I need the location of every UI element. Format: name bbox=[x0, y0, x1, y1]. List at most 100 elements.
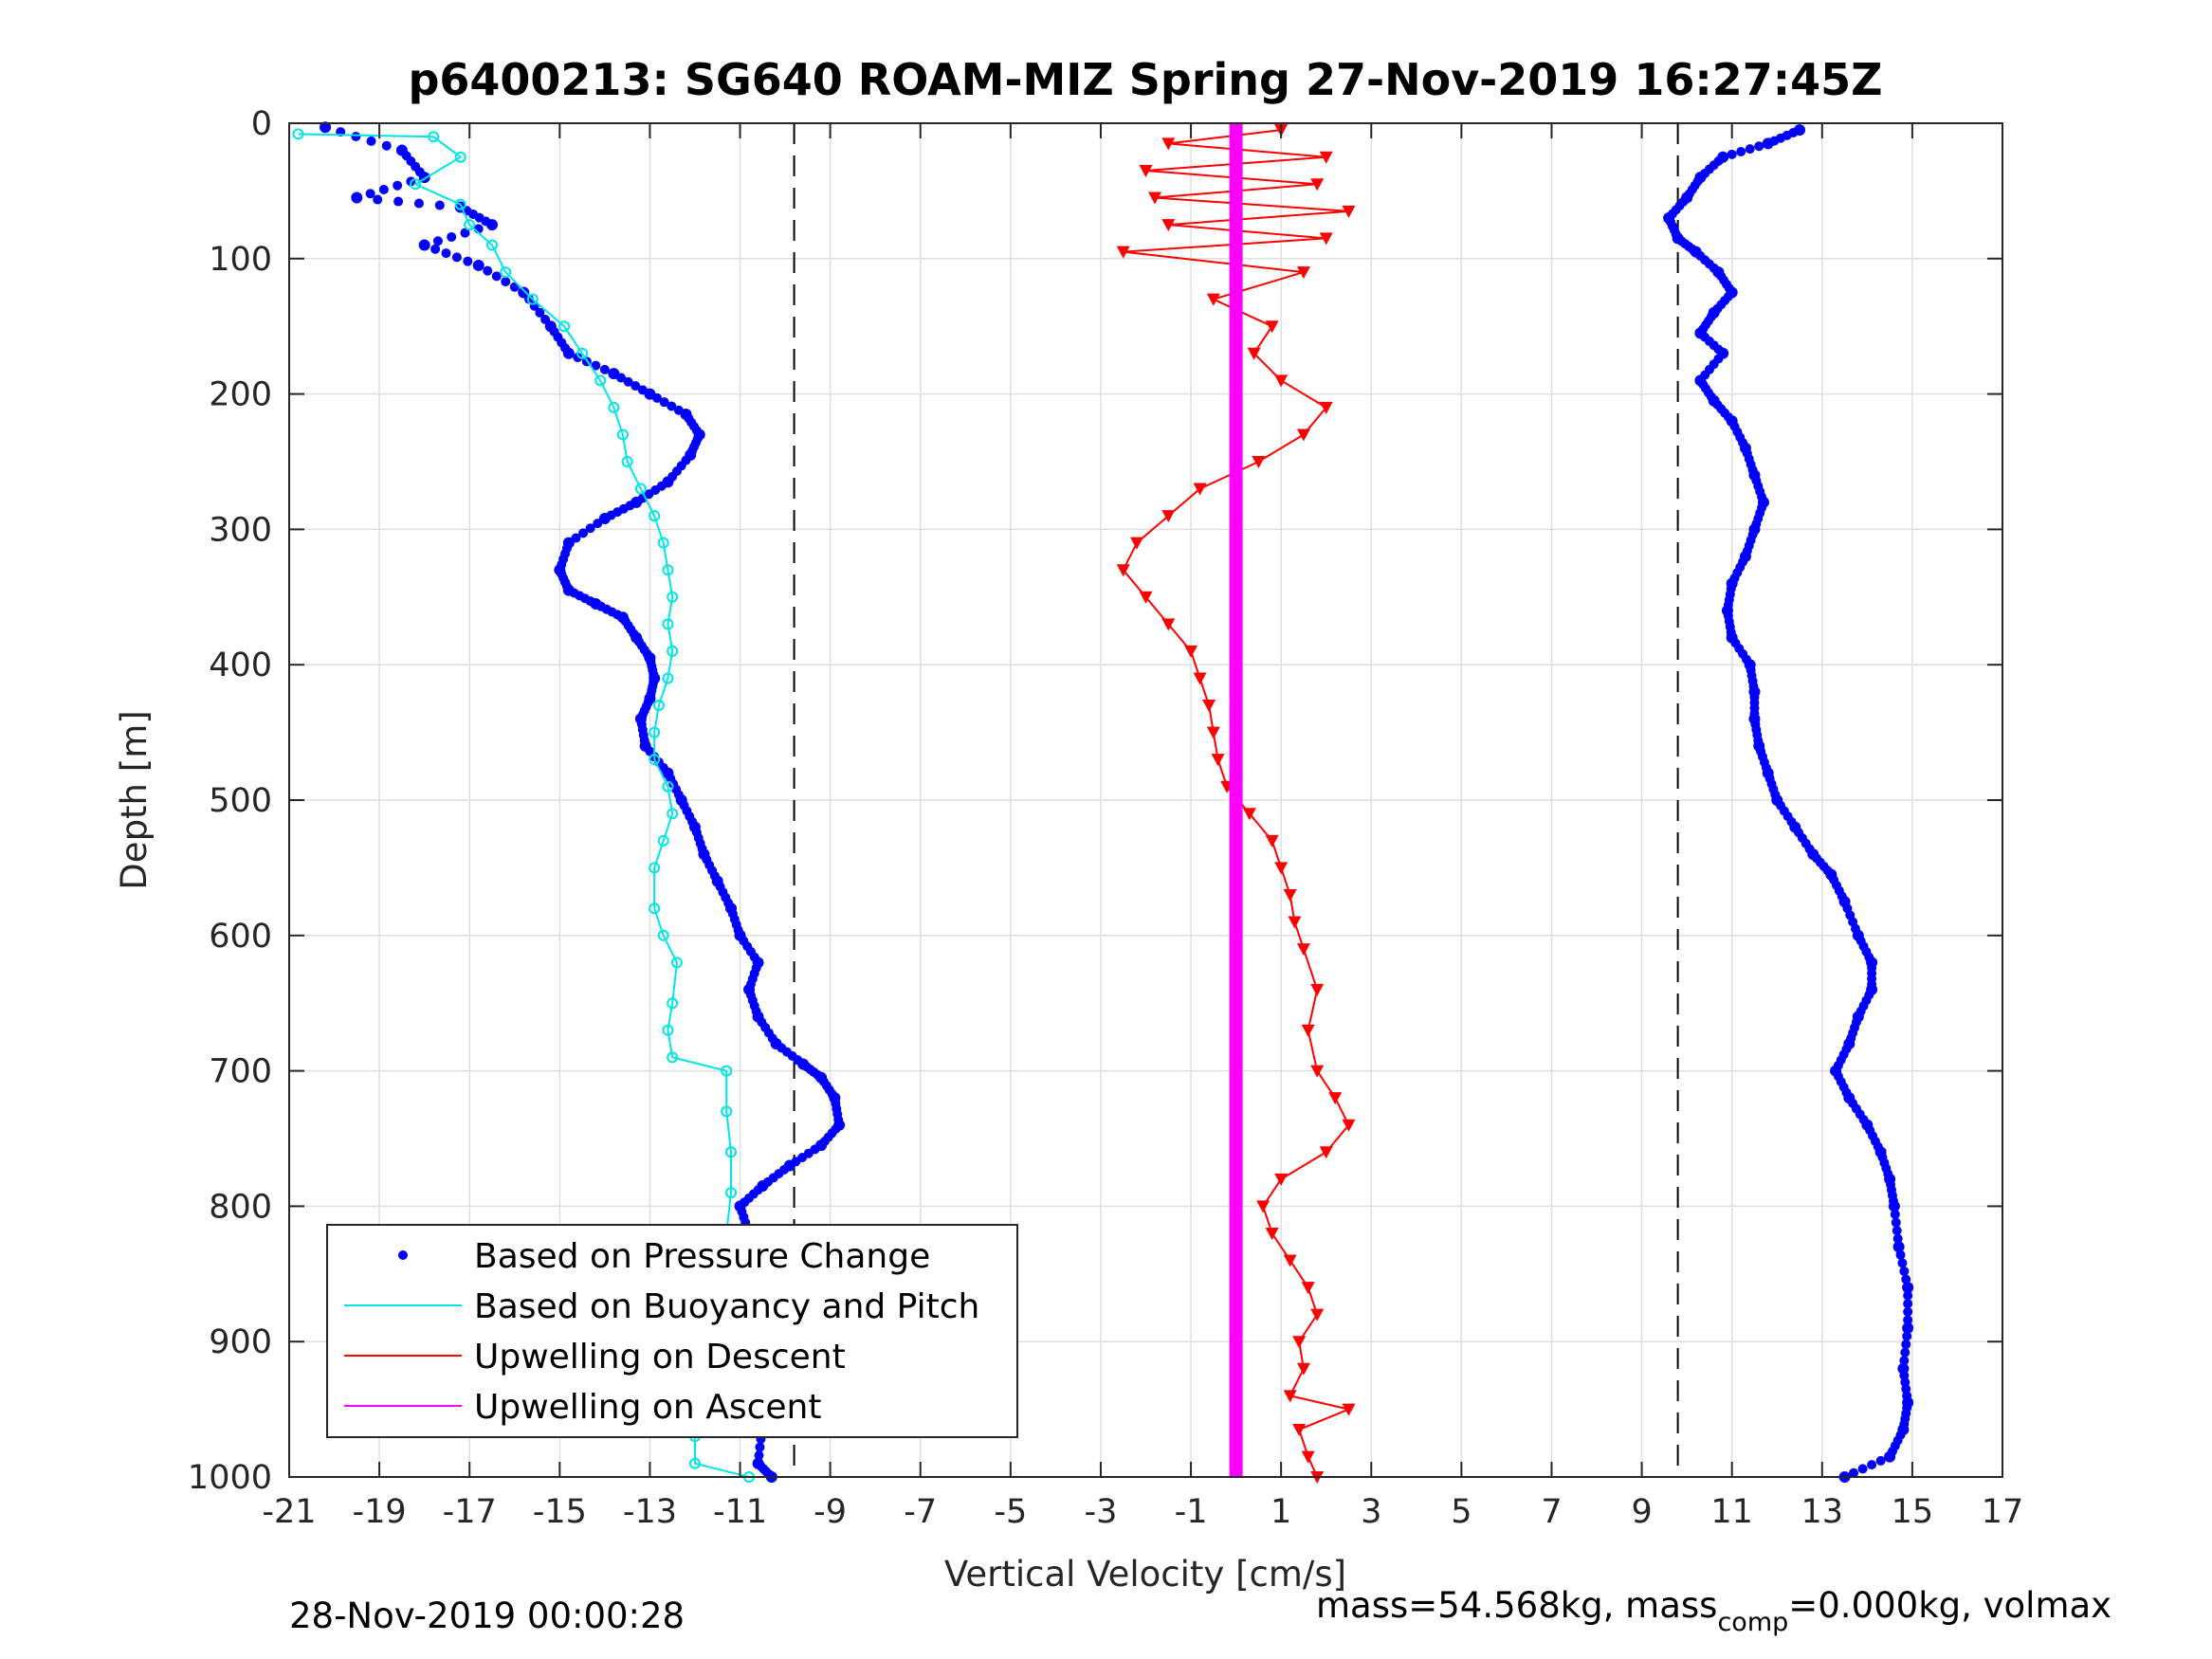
buoyancy-point bbox=[652, 700, 665, 712]
pressure-point bbox=[483, 265, 493, 276]
pressure-point bbox=[351, 131, 361, 141]
pressure-point bbox=[1846, 1033, 1856, 1044]
series-1 bbox=[1663, 124, 1914, 1483]
axes-frame bbox=[288, 122, 2003, 1478]
pressure-point bbox=[1804, 844, 1815, 854]
pressure-point bbox=[637, 385, 648, 395]
footer-mass-info: mass=54.568kg, masscomp=0.000kg, volmax bbox=[1316, 1585, 2111, 1637]
pressure-point bbox=[1841, 1087, 1852, 1098]
pressure-point bbox=[571, 533, 581, 543]
pressure-point bbox=[1875, 1455, 1886, 1466]
buoyancy-point bbox=[428, 131, 440, 143]
pressure-point bbox=[1822, 866, 1833, 876]
descent-point bbox=[1301, 1024, 1315, 1037]
buoyancy-point bbox=[608, 401, 620, 413]
pressure-point bbox=[793, 1055, 803, 1066]
legend-marker-pressure bbox=[398, 1250, 408, 1260]
buoyancy-point bbox=[558, 320, 571, 333]
pressure-point bbox=[667, 471, 678, 482]
descent-point bbox=[1328, 1092, 1343, 1105]
pressure-point bbox=[418, 239, 430, 251]
pressure-point bbox=[351, 191, 363, 204]
buoyancy-point bbox=[616, 428, 629, 441]
buoyancy-point bbox=[500, 266, 512, 279]
pressure-point bbox=[687, 446, 698, 456]
legend-label-pressure: Based on Pressure Change bbox=[474, 1237, 930, 1276]
pressure-point bbox=[578, 528, 589, 538]
buoyancy-point bbox=[725, 1146, 738, 1158]
pressure-point bbox=[1901, 1340, 1911, 1350]
descent-point bbox=[1319, 1146, 1333, 1159]
y-tick-label: 500 bbox=[209, 782, 272, 820]
buoyancy-point bbox=[667, 997, 679, 1010]
pressure-point bbox=[612, 610, 623, 620]
pressure-point bbox=[813, 1069, 823, 1080]
pressure-point bbox=[659, 397, 669, 408]
buoyancy-point bbox=[662, 1024, 674, 1036]
pressure-point bbox=[1892, 1241, 1905, 1253]
buoyancy-point bbox=[454, 198, 466, 210]
pressure-point bbox=[1903, 1290, 1913, 1301]
pressure-point bbox=[687, 816, 698, 827]
y-tick-label: 900 bbox=[209, 1323, 272, 1361]
pressure-point bbox=[1745, 144, 1755, 155]
buoyancy-point bbox=[721, 1105, 733, 1118]
pressure-point bbox=[557, 559, 567, 570]
pressure-point bbox=[1837, 891, 1847, 902]
buoyancy-point bbox=[464, 219, 476, 231]
pressure-point bbox=[1899, 1266, 1910, 1276]
descent-point bbox=[1274, 862, 1289, 875]
pressure-point bbox=[432, 236, 443, 246]
pressure-point bbox=[1902, 1331, 1912, 1341]
descent-point bbox=[1139, 164, 1153, 177]
pressure-point bbox=[560, 343, 571, 354]
pressure-point bbox=[697, 844, 707, 854]
pressure-point bbox=[599, 364, 610, 374]
pressure-point bbox=[1700, 370, 1710, 380]
descent-point bbox=[1310, 1308, 1325, 1322]
buoyancy-point bbox=[725, 1187, 738, 1199]
pressure-point bbox=[1769, 136, 1780, 146]
descent-point bbox=[1342, 1119, 1356, 1132]
x-tick-label: 7 bbox=[1541, 1493, 1562, 1531]
descent-point bbox=[1319, 151, 1333, 164]
pressure-point bbox=[631, 381, 641, 392]
pressure-point bbox=[763, 1176, 774, 1187]
pressure-point bbox=[1709, 263, 1719, 273]
pressure-point bbox=[639, 736, 649, 746]
y-tick-label: 700 bbox=[209, 1053, 272, 1091]
series-3 bbox=[1116, 124, 1356, 1484]
buoyancy-point bbox=[634, 483, 647, 495]
pressure-point bbox=[1833, 1060, 1843, 1070]
descent-point bbox=[1265, 320, 1279, 334]
pressure-point bbox=[434, 200, 445, 210]
pressure-point bbox=[1850, 923, 1860, 934]
pressure-point bbox=[1671, 229, 1681, 240]
pressure-point bbox=[460, 228, 470, 238]
descent-point bbox=[1206, 293, 1220, 306]
pressure-point bbox=[1892, 1226, 1902, 1236]
pressure-point bbox=[1856, 1006, 1866, 1016]
pressure-point bbox=[366, 136, 376, 146]
x-tick-labels: -21 -19 -17 -15 -13 -11 -9 -7 -5 -3 -1 1 3 5 7 9 11 13 15 1… bbox=[262, 1493, 2023, 1531]
descent-point bbox=[1274, 374, 1289, 388]
y-tick-label: 600 bbox=[209, 918, 272, 956]
buoyancy-point bbox=[657, 834, 669, 847]
pressure-point bbox=[472, 259, 484, 271]
footer-mass-subscript: comp bbox=[1717, 1608, 1788, 1637]
footer-timestamp: 28-Nov-2019 00:00:28 bbox=[289, 1595, 685, 1636]
pressure-point bbox=[1726, 627, 1736, 637]
pressure-point bbox=[1724, 283, 1734, 294]
descent-point bbox=[1283, 888, 1297, 902]
buoyancy-point bbox=[649, 862, 661, 874]
descent-point bbox=[1265, 834, 1279, 848]
pressure-point bbox=[667, 401, 677, 411]
pressure-point bbox=[1890, 1209, 1900, 1219]
pressure-point bbox=[1900, 1347, 1910, 1358]
pressure-point bbox=[1748, 682, 1759, 692]
pressure-point bbox=[585, 596, 595, 607]
pressure-point bbox=[1727, 149, 1737, 159]
pressure-point bbox=[1754, 141, 1764, 152]
x-tick-label: -17 bbox=[443, 1493, 497, 1531]
pressure-point bbox=[393, 196, 404, 207]
